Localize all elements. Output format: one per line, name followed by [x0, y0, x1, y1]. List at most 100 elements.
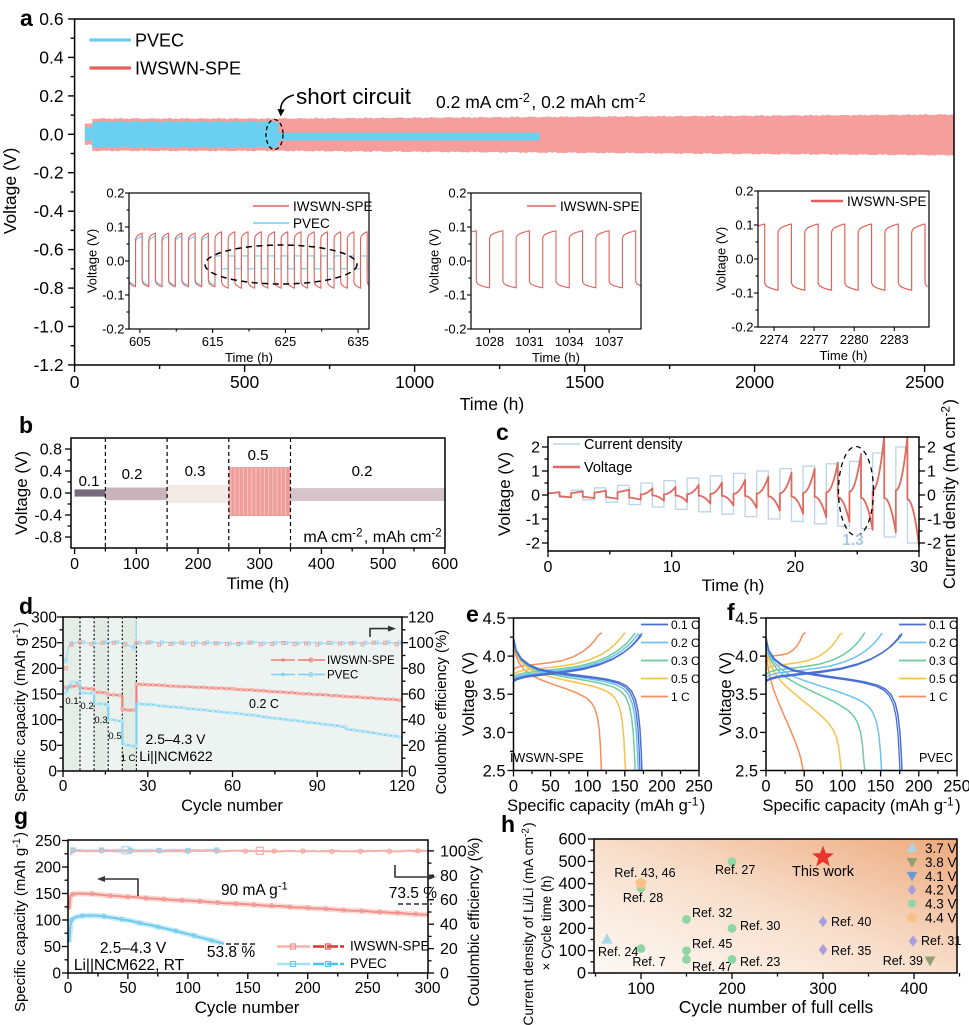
svg-text:3.8 V: 3.8 V — [925, 855, 957, 870]
svg-text:0: 0 — [509, 778, 518, 796]
svg-text:PVEC: PVEC — [919, 751, 953, 765]
svg-text:4.0: 4.0 — [483, 648, 506, 666]
svg-text:b: b — [19, 412, 33, 438]
svg-text:-2: -2 — [927, 536, 941, 553]
svg-text:0.6: 0.6 — [39, 9, 63, 29]
svg-text:250: 250 — [35, 833, 61, 850]
svg-text:4.2 V: 4.2 V — [925, 883, 957, 898]
svg-text:300: 300 — [809, 980, 837, 998]
svg-text:Ref. 35: Ref. 35 — [831, 944, 871, 958]
svg-text:100: 100 — [558, 942, 586, 960]
svg-text:250: 250 — [943, 778, 969, 796]
svg-text:73.5 %: 73.5 % — [389, 885, 437, 902]
svg-text:IWSWN-SPE: IWSWN-SPE — [135, 59, 241, 79]
svg-text:3.5: 3.5 — [735, 686, 758, 704]
svg-text:-0.8: -0.8 — [34, 530, 62, 547]
svg-text:0.3: 0.3 — [94, 715, 107, 726]
svg-text:1 C: 1 C — [671, 690, 690, 704]
svg-text:150: 150 — [31, 687, 57, 704]
svg-text:4.0: 4.0 — [735, 648, 758, 666]
svg-text:4.5: 4.5 — [483, 610, 506, 628]
svg-text:0.0: 0.0 — [40, 486, 62, 503]
svg-text:Specific capacity (mAh g-1 ): Specific capacity (mAh g-1 ) — [762, 794, 960, 815]
svg-text:0: 0 — [64, 980, 73, 997]
svg-text:g: g — [14, 803, 28, 829]
svg-text:e: e — [466, 601, 479, 627]
svg-text:200: 200 — [718, 980, 746, 998]
svg-text:Coulombic efficiency (%): Coulombic efficiency (%) — [466, 837, 483, 1006]
svg-text:Coulombic efficiency (%): Coulombic efficiency (%) — [433, 630, 450, 795]
svg-text:200: 200 — [35, 860, 61, 877]
svg-text:2274: 2274 — [760, 332, 789, 347]
svg-text:Voltage (V): Voltage (V) — [85, 229, 100, 293]
svg-text:150: 150 — [235, 980, 261, 997]
svg-text:4.4 V: 4.4 V — [925, 911, 957, 926]
svg-text:Current density (mA cm-2 ): Current density (mA cm-2 ) — [938, 399, 959, 589]
svg-text:150: 150 — [35, 886, 61, 903]
svg-text:0: 0 — [48, 764, 57, 781]
svg-text:Ref. 47: Ref. 47 — [692, 960, 732, 974]
svg-text:40: 40 — [440, 917, 458, 934]
svg-text:50: 50 — [44, 939, 62, 956]
svg-text:500: 500 — [558, 853, 586, 871]
svg-text:0.5 C: 0.5 C — [671, 672, 700, 686]
svg-text:Voltage (V): Voltage (V) — [12, 451, 31, 535]
svg-text:1031: 1031 — [515, 334, 544, 349]
svg-text:This work: This work — [792, 864, 855, 880]
svg-text:d: d — [19, 593, 33, 619]
svg-text:200: 200 — [31, 661, 57, 678]
svg-text:0: 0 — [70, 372, 80, 392]
svg-text:3.0: 3.0 — [483, 724, 506, 742]
svg-text:Ref. 30: Ref. 30 — [740, 919, 780, 933]
svg-text:605: 605 — [129, 334, 151, 349]
svg-text:0.2 mA cm-2 , 0.2 mAh cm-2: 0.2 mA cm-2 , 0.2 mAh cm-2 — [436, 91, 647, 112]
svg-text:100: 100 — [574, 778, 602, 796]
svg-text:PVEC: PVEC — [350, 956, 387, 971]
svg-text:0.1 C: 0.1 C — [671, 618, 700, 632]
svg-text:600: 600 — [431, 556, 458, 573]
svg-text:Specific capacity (mAh g-1 ): Specific capacity (mAh g-1 ) — [507, 794, 705, 815]
svg-text:2277: 2277 — [800, 332, 829, 347]
svg-text:Cycle number of full cells: Cycle number of full cells — [679, 997, 874, 1017]
svg-text:Current density of Li/Li (mA c: Current density of Li/Li (mA cm-2 ) — [520, 822, 536, 1025]
svg-text:0.3 C: 0.3 C — [671, 654, 700, 668]
svg-text:0: 0 — [544, 559, 553, 576]
svg-text:150: 150 — [611, 778, 639, 796]
svg-text:Ref. 40: Ref. 40 — [831, 915, 871, 929]
svg-text:2: 2 — [927, 440, 936, 457]
svg-text:1 C: 1 C — [121, 753, 136, 764]
svg-text:2.5–4.3 V: 2.5–4.3 V — [146, 731, 207, 747]
svg-text:IWSWN-SPE: IWSWN-SPE — [293, 199, 373, 214]
svg-text:Time (h): Time (h) — [460, 394, 525, 414]
svg-text:-0.1: -0.1 — [444, 288, 466, 303]
svg-text:-0.1: -0.1 — [102, 288, 124, 303]
svg-text:0.5: 0.5 — [108, 731, 121, 742]
svg-text:Ref. 24: Ref. 24 — [598, 945, 638, 959]
svg-text:100: 100 — [175, 980, 201, 997]
svg-text:Voltage (V): Voltage (V) — [0, 148, 20, 235]
svg-text:a: a — [20, 5, 33, 31]
svg-text:-0.2: -0.2 — [731, 320, 753, 335]
svg-text:1500: 1500 — [565, 372, 604, 392]
svg-text:50: 50 — [541, 778, 559, 796]
svg-text:250: 250 — [31, 635, 57, 652]
svg-text:2.5: 2.5 — [483, 763, 506, 781]
svg-text:0.5 C: 0.5 C — [929, 672, 958, 686]
svg-text:2.5: 2.5 — [735, 763, 758, 781]
svg-text:0.5: 0.5 — [248, 447, 269, 464]
svg-text:Ref. 23: Ref. 23 — [740, 955, 780, 969]
svg-text:300: 300 — [246, 556, 273, 573]
svg-text:-0.2: -0.2 — [102, 322, 124, 337]
svg-text:Li||NCM622: Li||NCM622 — [139, 748, 213, 764]
svg-text:120: 120 — [408, 610, 434, 627]
svg-text:Voltage (V): Voltage (V) — [714, 227, 729, 291]
svg-text:0: 0 — [408, 764, 417, 781]
svg-text:Time (h): Time (h) — [702, 576, 765, 595]
svg-text:-0.2: -0.2 — [444, 322, 466, 337]
svg-text:IWSWN-SPE: IWSWN-SPE — [560, 199, 640, 214]
svg-text:Ref. 39: Ref. 39 — [883, 954, 923, 968]
svg-text:200: 200 — [648, 778, 676, 796]
svg-text:150: 150 — [867, 778, 895, 796]
svg-text:Time (h): Time (h) — [227, 574, 290, 593]
svg-text:Time (h): Time (h) — [532, 350, 580, 365]
